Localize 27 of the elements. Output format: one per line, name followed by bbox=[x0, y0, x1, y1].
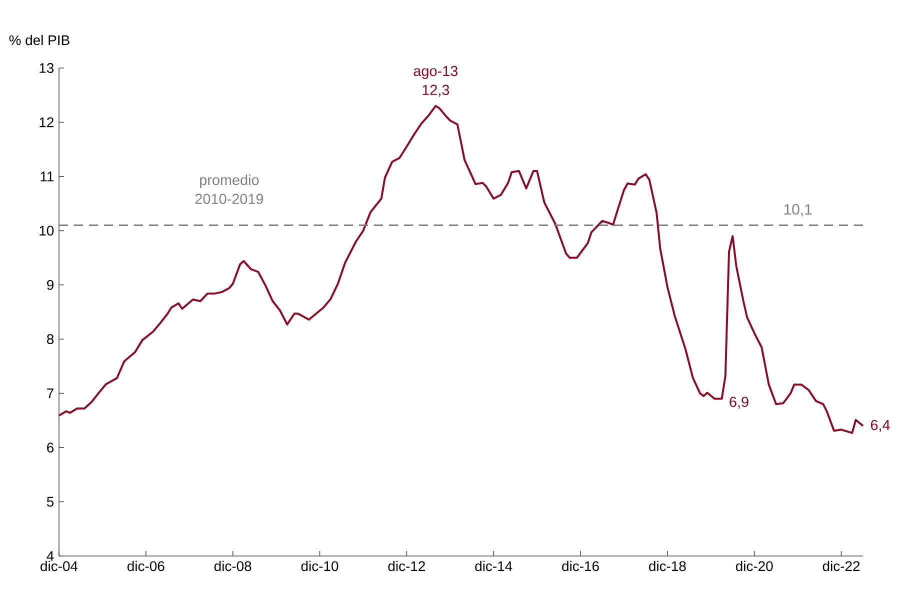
y-tick-label: 5 bbox=[46, 496, 54, 507]
line-series bbox=[58, 104, 864, 434]
x-tick-label: dic-16 bbox=[562, 560, 599, 572]
annotation: promedio 2010-2019 bbox=[195, 174, 264, 204]
annotation: ago-13 12,3 bbox=[414, 66, 458, 97]
y-tick-label: 9 bbox=[47, 280, 54, 290]
x-tick-label: dic-10 bbox=[301, 560, 338, 572]
y-tick-label: 4 bbox=[46, 551, 54, 561]
x-tick-label: dic-18 bbox=[649, 560, 686, 572]
y-tick-label: 7 bbox=[47, 388, 54, 398]
ref-line-label: 10,1 bbox=[784, 204, 812, 216]
y-tick-label: 11 bbox=[40, 172, 54, 182]
x-tick-label: dic-14 bbox=[475, 560, 512, 572]
y-tick-label: 13 bbox=[40, 63, 54, 73]
y-axis-title: % del PIB bbox=[9, 34, 70, 46]
y-tick-label: 6 bbox=[47, 442, 54, 452]
annotation: 6,9 bbox=[730, 396, 748, 409]
x-tick-label: dic-08 bbox=[214, 560, 252, 572]
x-tick-label: dic-20 bbox=[736, 560, 773, 572]
x-tick-label: dic-04 bbox=[40, 560, 78, 572]
y-tick-label: 10 bbox=[40, 226, 54, 236]
x-tick-label: dic-06 bbox=[128, 560, 164, 572]
y-tick-label: 12 bbox=[40, 117, 54, 128]
x-tick-label: dic-12 bbox=[388, 560, 425, 572]
y-tick-label: 8 bbox=[47, 334, 54, 344]
x-tick-label: dic-22 bbox=[822, 560, 860, 572]
annotation: 6,4 bbox=[870, 420, 890, 432]
